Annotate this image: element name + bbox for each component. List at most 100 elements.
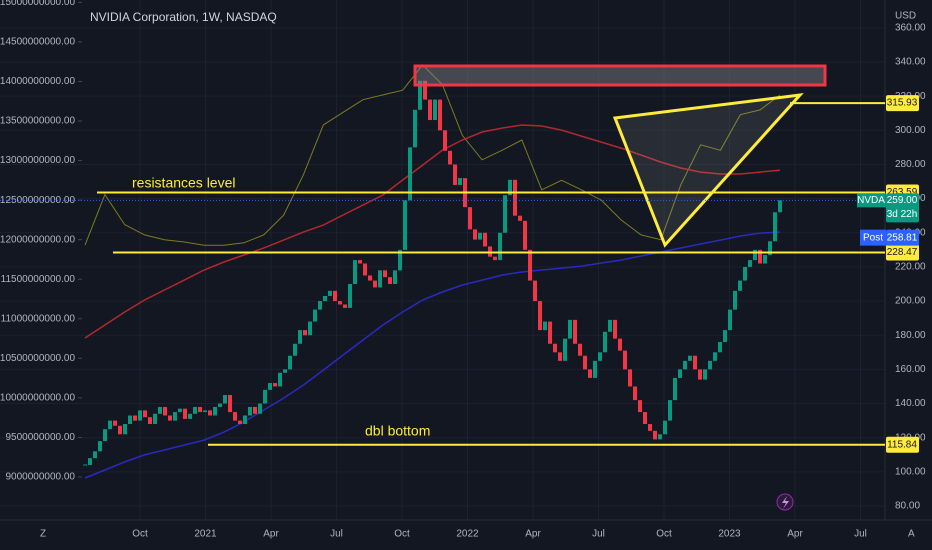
candle (483, 232, 487, 247)
candle (383, 270, 387, 278)
candle (268, 383, 272, 390)
candle (663, 420, 667, 435)
candle (83, 464, 87, 466)
candle (253, 406, 257, 414)
candle (623, 350, 627, 370)
candle (713, 352, 717, 361)
candle (598, 352, 602, 361)
y2-tick-label: 13500000000.00 (0, 116, 75, 127)
candle (513, 179, 517, 216)
y2-tick-label: 11500000000.00 (1, 274, 76, 285)
candle (333, 290, 337, 302)
candle (218, 403, 222, 407)
candle (723, 330, 727, 343)
y-tick-label: 280.00 (895, 159, 926, 170)
candle (733, 290, 737, 310)
candle (363, 263, 367, 276)
corner-button[interactable]: Z (40, 529, 46, 540)
candle (408, 147, 412, 201)
post-tag (860, 229, 886, 246)
candle (778, 200, 782, 213)
candle (708, 360, 712, 370)
y2-tick-label: 14500000000.00 (0, 37, 75, 48)
candle (748, 260, 752, 267)
post-tag-text: Post (863, 232, 883, 243)
x-tick-label: Apr (263, 529, 279, 540)
line-series (84, 231, 781, 479)
line-series (84, 124, 781, 339)
candle (403, 200, 407, 250)
candle (693, 355, 697, 370)
y-tick-label: 300.00 (895, 125, 926, 136)
candle (633, 386, 637, 401)
chart-title: NVIDIA Corporation, 1W, NASDAQ (90, 10, 277, 24)
candle (193, 406, 197, 414)
y2-tick-label: 14000000000.00 (0, 76, 75, 87)
candle (128, 415, 132, 425)
overlay: 315.93 263.59 228.47 115.84 NVDA 259.00 3d 22h… (0, 95, 919, 453)
candle (318, 301, 322, 310)
price-tag (886, 193, 919, 223)
y-tick-label: 80.00 (895, 501, 920, 512)
x-tick-label: Jul (592, 529, 605, 540)
candle (223, 394, 227, 404)
candle (548, 321, 552, 344)
y2-tick-label: 12500000000.00 (0, 195, 75, 206)
candle (678, 369, 682, 378)
candle (358, 260, 362, 264)
level-tag-text: 315.93 (887, 98, 918, 109)
candle (138, 410, 142, 421)
candle (298, 330, 302, 344)
candle (728, 309, 732, 331)
candle (438, 99, 442, 131)
candle (88, 458, 92, 466)
candle (153, 413, 157, 425)
candle (288, 355, 292, 370)
candle (528, 249, 532, 281)
candle (683, 360, 687, 370)
candle (208, 410, 212, 416)
candle (168, 415, 172, 421)
candle (413, 109, 417, 148)
x-tick-label: Oct (656, 529, 672, 540)
candle (353, 260, 357, 284)
candle (148, 417, 152, 425)
y2-tick-label: 11000000000.00 (1, 313, 76, 324)
level-tag (886, 95, 919, 112)
y-tick-label: 340.00 (895, 57, 926, 68)
candle (563, 338, 567, 361)
candle (393, 270, 397, 284)
plot (83, 64, 782, 479)
x-tick-label: Oct (132, 529, 148, 540)
candle (303, 330, 307, 336)
y-tick-label: 360.00 (895, 22, 926, 33)
candle (118, 425, 122, 435)
candle (473, 229, 477, 240)
x-tick-label: Apr (787, 529, 803, 540)
corner-button[interactable]: A (908, 529, 915, 540)
symbol-tag-text: NVDA (857, 195, 885, 206)
x-tick-label: Jul (330, 529, 343, 540)
y2-tick-label: 9000000000.00 (5, 472, 75, 483)
post-price-tag (886, 229, 919, 246)
candle (98, 441, 102, 452)
candle (603, 331, 607, 353)
candle (233, 412, 237, 421)
candle (173, 412, 177, 421)
candle (508, 179, 512, 196)
candle (348, 283, 352, 308)
level-tag-text: 228.47 (887, 247, 918, 258)
y-tick-label: 160.00 (895, 364, 926, 375)
candle (718, 342, 722, 353)
candle (378, 270, 382, 288)
y2-tick-label: 10500000000.00 (0, 353, 75, 364)
candle (328, 290, 332, 296)
candle (293, 343, 297, 356)
candle (608, 319, 612, 332)
candle (283, 369, 287, 373)
candle (108, 420, 112, 430)
candle (228, 394, 232, 413)
candle (433, 99, 437, 121)
